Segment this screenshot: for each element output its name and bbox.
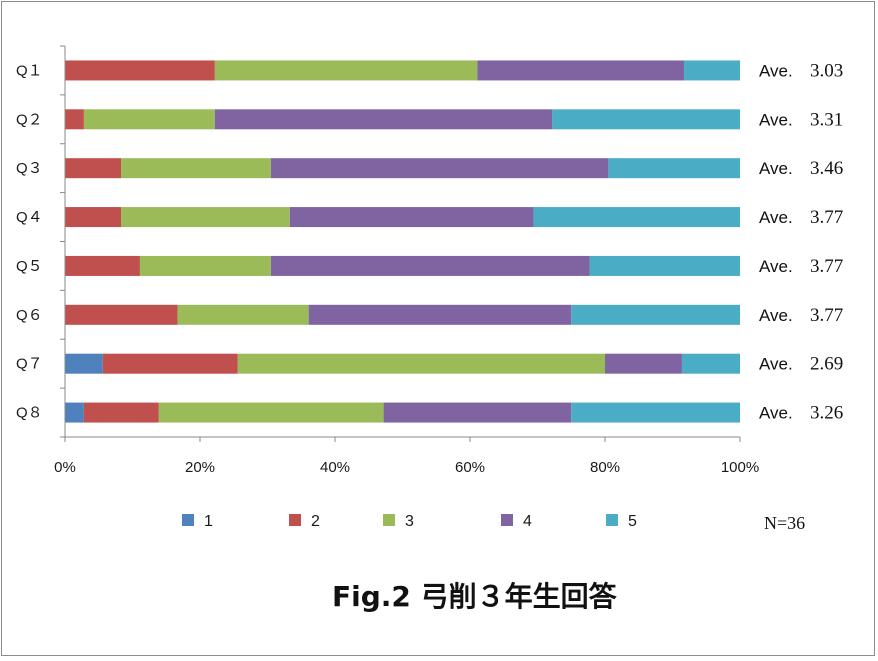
average-label: Ave. [759, 159, 793, 178]
average-value: 3.77 [810, 207, 843, 228]
legend: 1 2 3 4 5 [182, 513, 637, 530]
bar-segment-4-row-7 [605, 353, 682, 374]
legend-swatch-1 [182, 514, 194, 526]
average-label: Ave. [759, 306, 793, 325]
legend-swatch-2 [289, 514, 301, 526]
category-label: Q１ [16, 62, 43, 79]
bar-segment-5-row-8 [571, 402, 740, 423]
bar-segment-4-row-4 [289, 207, 534, 228]
bar-segment-1-row-7 [65, 353, 103, 374]
x-tick-label: 80% [590, 459, 620, 476]
bar-segment-4-row-6 [308, 304, 572, 325]
bar-segment-4-row-2 [214, 109, 553, 130]
bar-segment-2-row-6 [65, 304, 178, 325]
bar-segment-2-row-2 [65, 109, 84, 130]
chart-title: Fig.2 弓削３年生回答 [332, 580, 618, 613]
bar-segment-3-row-3 [121, 158, 271, 179]
bar-segment-5-row-5 [589, 255, 740, 276]
bar-segment-2-row-5 [65, 255, 140, 276]
legend-label-1: 1 [204, 513, 213, 530]
average-value: 3.26 [810, 403, 843, 424]
average-label: Ave. [759, 257, 793, 276]
x-tick-label: 40% [320, 459, 350, 476]
bar-segment-3-row-8 [158, 402, 384, 423]
category-label: Q２ [16, 111, 43, 128]
bar-segment-4-row-1 [477, 60, 684, 81]
legend-swatch-4 [501, 514, 513, 526]
bar-segment-2-row-7 [102, 353, 238, 374]
category-label: Q４ [16, 209, 43, 226]
legend-label-2: 2 [311, 513, 320, 530]
bar-segment-3-row-2 [83, 109, 215, 130]
average-label: Ave. [759, 110, 793, 129]
bar-segment-3-row-4 [121, 207, 290, 228]
bar-segment-5-row-1 [683, 60, 740, 81]
average-label: Ave. [759, 61, 793, 80]
bar-segment-2-row-8 [83, 402, 159, 423]
legend-swatch-5 [606, 514, 618, 526]
bar-segment-2-row-3 [65, 158, 122, 179]
average-value: 2.69 [810, 354, 843, 375]
average-value: 3.77 [810, 305, 843, 326]
bar-segment-3-row-7 [237, 353, 606, 374]
category-label: Q７ [16, 356, 43, 373]
average-value: 3.46 [810, 158, 843, 179]
x-tick-label: 100% [721, 459, 759, 476]
average-labels: Ave. 3.03 Ave. 3.31 Ave. 3.46 Ave. 3.77 Ave. 3.77… [759, 60, 843, 423]
bar-segment-3-row-1 [214, 60, 478, 81]
legend-label-5: 5 [628, 513, 637, 530]
bar-segment-1-row-8 [65, 402, 84, 423]
category-label: Q６ [16, 307, 43, 324]
category-label: Q８ [16, 405, 43, 422]
bar-segment-5-row-6 [571, 304, 740, 325]
bar-segment-3-row-6 [177, 304, 309, 325]
average-value: 3.31 [810, 109, 843, 130]
sample-size-note: N=36 [764, 513, 805, 533]
category-label: Q５ [16, 258, 43, 275]
category-labels: Q１ Q２ Q３ Q４ Q５ Q６ Q７ Q８ [16, 62, 43, 421]
category-label: Q３ [16, 160, 43, 177]
legend-swatch-3 [383, 514, 395, 526]
bar-segment-2-row-1 [65, 60, 215, 81]
bar-segment-5-row-2 [552, 109, 740, 130]
bar-segment-5-row-3 [608, 158, 740, 179]
bar-segment-5-row-7 [681, 353, 740, 374]
bar-segment-5-row-4 [533, 207, 740, 228]
legend-label-3: 3 [405, 513, 414, 530]
x-tick-label: 60% [455, 459, 485, 476]
x-tick-labels: 0% 20% 40% 60% 80% 100% [54, 459, 759, 476]
x-tick-label: 20% [185, 459, 215, 476]
bar-segment-3-row-5 [139, 255, 271, 276]
x-tick-label: 0% [54, 459, 76, 476]
average-label: Ave. [759, 208, 793, 227]
bar-segment-2-row-4 [65, 207, 122, 228]
legend-label-4: 4 [523, 513, 532, 530]
average-value: 3.77 [810, 256, 843, 277]
average-label: Ave. [759, 355, 793, 374]
bar-segment-4-row-5 [270, 255, 590, 276]
bar-segment-4-row-8 [383, 402, 572, 423]
bar-segment-4-row-3 [270, 158, 609, 179]
bars-layer [65, 60, 740, 423]
average-value: 3.03 [810, 60, 843, 81]
average-label: Ave. [759, 404, 793, 423]
axes-layer [60, 45, 741, 442]
